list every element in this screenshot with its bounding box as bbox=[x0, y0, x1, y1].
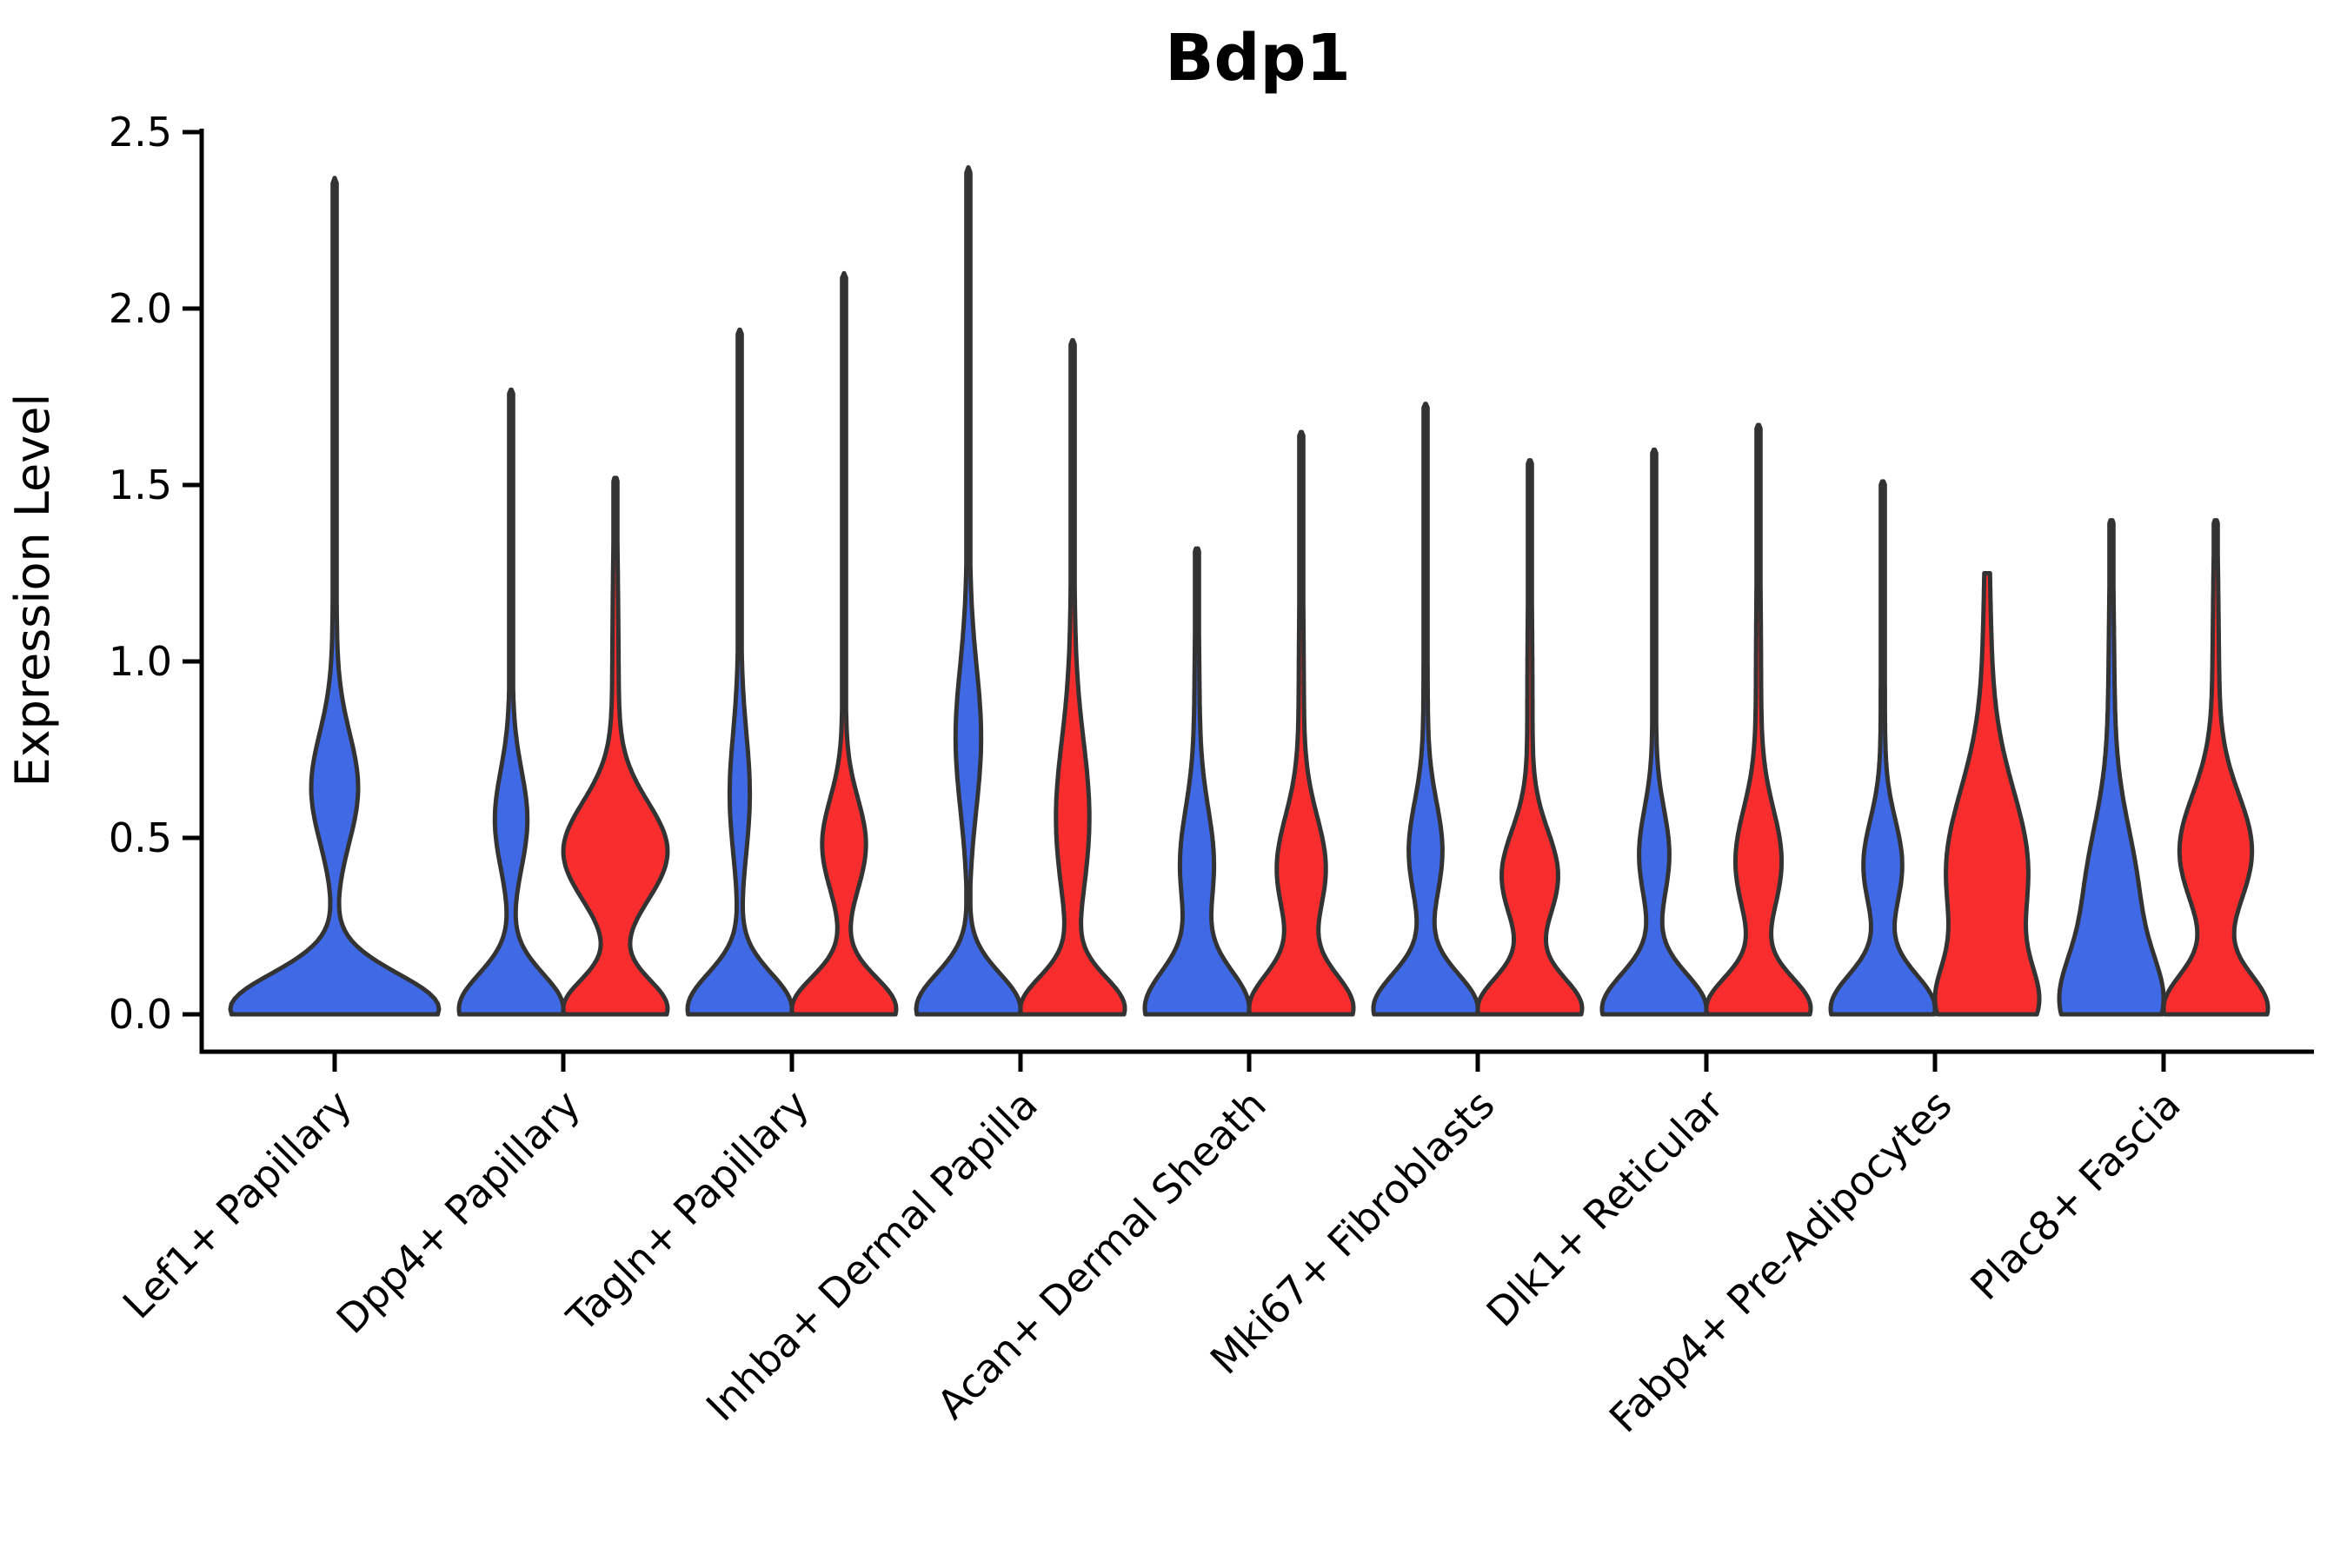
x-tick-label: Tagln+ Papillary bbox=[557, 1081, 818, 1342]
axes bbox=[183, 129, 2314, 1072]
violin-blue-tagln-papillary bbox=[685, 327, 795, 1017]
y-tick-label: 0.5 bbox=[109, 814, 172, 861]
x-tick-label: Dlk1+ Reticular bbox=[1478, 1081, 1732, 1336]
x-tick-label: Plac8+ Fascia bbox=[1961, 1081, 2189, 1309]
violin-red-plac8-fascia bbox=[2161, 518, 2271, 1017]
violin-blue-plac8-fascia bbox=[2057, 518, 2166, 1017]
violin-red-mki67-fibroblasts bbox=[1475, 458, 1585, 1017]
violin-blue-fabp4-pre-adipocytes bbox=[1828, 479, 1938, 1017]
x-tick-label: Dpp4+ Papillary bbox=[328, 1081, 589, 1343]
y-tick-label: 1.5 bbox=[109, 462, 172, 508]
violin-red-tagln-papillary bbox=[789, 270, 899, 1017]
y-axis-title: Expression Level bbox=[5, 394, 60, 787]
violin-blue-dpp4-papillary bbox=[456, 387, 566, 1017]
violin-red-dpp4-papillary bbox=[561, 475, 670, 1017]
violin-red-dlk1-reticular bbox=[1704, 422, 1813, 1017]
violin-blue-lef1-papillary bbox=[228, 176, 442, 1017]
violin-blue-mki67-fibroblasts bbox=[1371, 402, 1480, 1017]
y-tick-label: 1.0 bbox=[109, 638, 172, 685]
y-tick-label: 2.0 bbox=[109, 285, 172, 332]
violin-red-fabp4-pre-adipocytes bbox=[1932, 571, 2042, 1017]
chart-title: Bdp1 bbox=[1165, 21, 1351, 96]
y-tick-label: 2.5 bbox=[109, 109, 172, 156]
violin-blue-inhba-dermal-papilla bbox=[914, 165, 1023, 1017]
y-tick-label: 0.0 bbox=[109, 991, 172, 1038]
violins bbox=[228, 165, 2271, 1017]
violin-red-inhba-dermal-papilla bbox=[1018, 338, 1127, 1017]
violin-blue-dlk1-reticular bbox=[1599, 447, 1709, 1017]
violin-red-acan-dermal-sheath bbox=[1247, 429, 1356, 1017]
x-tick-label: Lef1+ Papillary bbox=[114, 1081, 361, 1328]
violin-blue-acan-dermal-sheath bbox=[1142, 546, 1252, 1017]
